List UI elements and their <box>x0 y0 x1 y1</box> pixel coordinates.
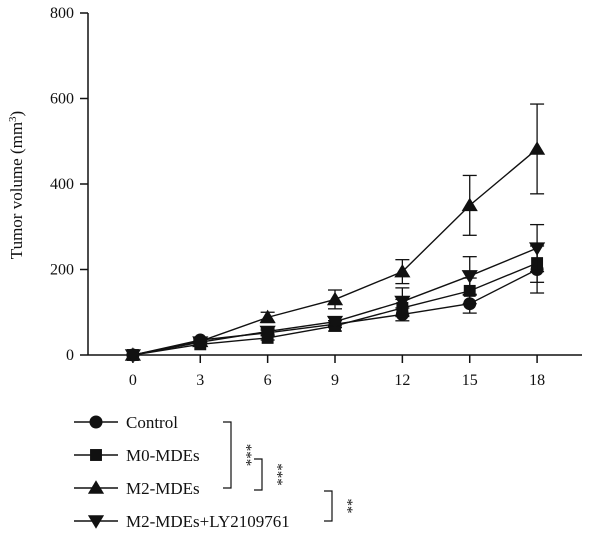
legend-marker-3 <box>87 515 105 529</box>
series-3 <box>124 223 546 363</box>
legend-marker-0 <box>89 415 103 429</box>
x-tick-label-9: 9 <box>331 372 339 389</box>
point-3-6 <box>529 242 546 256</box>
legend-label-0: Control <box>126 413 178 432</box>
point-2-2 <box>259 309 276 324</box>
point-2-3 <box>326 291 344 306</box>
legend-item-0: Control <box>74 413 178 432</box>
x-tick-label-6: 6 <box>264 372 272 389</box>
y-tick-label-800: 800 <box>50 5 74 22</box>
point-2-6 <box>529 141 546 155</box>
point-2-5 <box>461 197 478 212</box>
significance-bracket-control-vs-m2-line <box>223 421 232 489</box>
significance-bracket-m0-vs-m2-line <box>254 458 263 491</box>
significance-bracket-m0-vs-m2-label: *** <box>269 463 285 486</box>
significance-brackets: ******** <box>223 421 355 522</box>
significance-bracket-m0-vs-m2: *** <box>254 458 285 491</box>
x-tick-label-15: 15 <box>462 372 478 389</box>
point-3-3 <box>326 315 344 330</box>
significance-bracket-m2-vs-ly-label: ** <box>339 499 355 514</box>
point-2-4 <box>394 263 411 278</box>
legend-label-2: M2-MDEs <box>126 479 200 498</box>
series-layer <box>124 103 546 363</box>
y-axis-label-main: Tumor volume (mm <box>7 122 26 259</box>
y-axis-label-sup: 3 <box>7 116 19 122</box>
y-tick-label-0: 0 <box>66 347 74 364</box>
x-tick-label-0: 0 <box>129 372 137 389</box>
legend-label-3: M2-MDEs+LY2109761 <box>126 512 290 531</box>
y-axis-label-close: ) <box>7 111 26 117</box>
point-3-1 <box>192 336 209 350</box>
legend-item-2: M2-MDEs <box>74 479 200 498</box>
point-3-5 <box>461 270 478 284</box>
legend-item-3: M2-MDEs+LY2109761 <box>74 512 290 531</box>
x-tick-label-12: 12 <box>394 372 410 389</box>
x-tick-label-3: 3 <box>196 372 204 389</box>
point-3-0 <box>124 349 141 363</box>
point-3-2 <box>259 325 276 340</box>
y-tick-label-600: 600 <box>50 91 74 108</box>
significance-bracket-control-vs-m2: *** <box>223 421 254 489</box>
significance-bracket-m2-vs-ly-line <box>324 490 333 522</box>
legend: Control M0-MDEs M2-MDEs M2-MDEs+LY2109761 <box>74 413 290 531</box>
significance-bracket-control-vs-m2-label: *** <box>238 444 254 467</box>
significance-bracket-m2-vs-ly: ** <box>324 490 355 522</box>
legend-item-1: M0-MDEs <box>74 446 200 465</box>
point-3-4 <box>394 295 411 310</box>
y-axis-label: Tumor volume (mm3) <box>7 111 26 259</box>
legend-marker-1 <box>90 449 102 461</box>
axes: 0 200 400 600 800 0 3 6 9 12 15 18 <box>50 5 582 389</box>
legend-marker-2 <box>87 480 105 494</box>
y-tick-label-200: 200 <box>50 262 74 279</box>
y-tick-label-400: 400 <box>50 176 74 193</box>
x-tick-label-18: 18 <box>529 372 545 389</box>
legend-label-1: M0-MDEs <box>126 446 200 465</box>
